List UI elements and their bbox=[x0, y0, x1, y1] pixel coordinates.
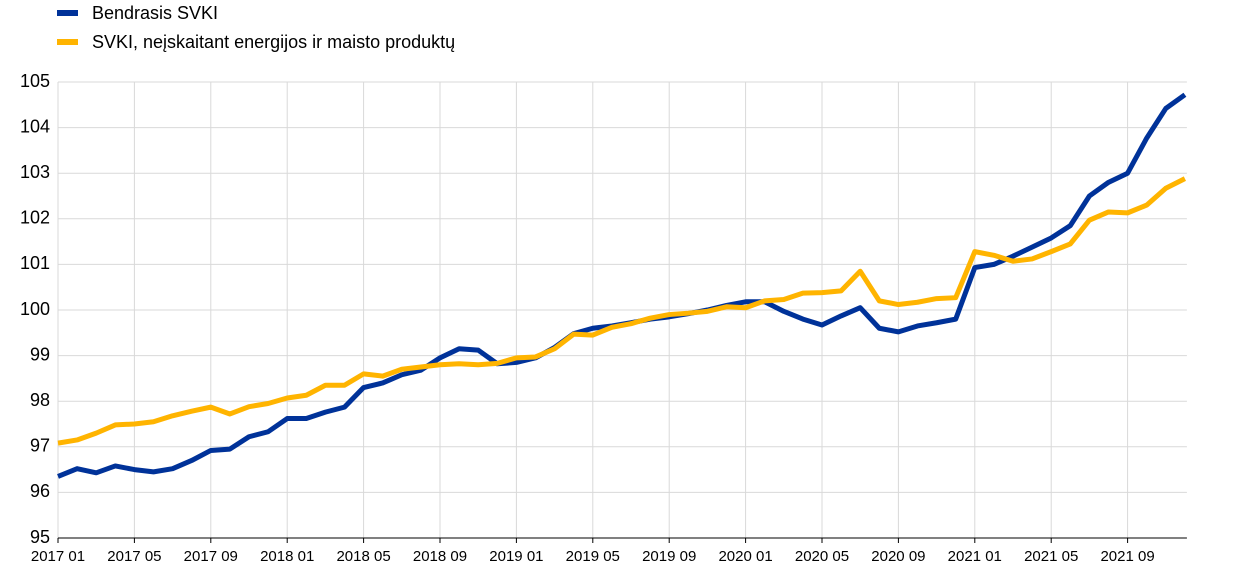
y-tick-label: 103 bbox=[20, 162, 50, 182]
x-tick-label: 2017 01 bbox=[31, 548, 85, 565]
legend-label: Bendrasis SVKI bbox=[92, 3, 218, 23]
y-tick-label: 98 bbox=[30, 390, 50, 410]
x-tick-label: 2021 05 bbox=[1024, 548, 1078, 565]
x-tick-label: 2019 09 bbox=[642, 548, 696, 565]
legend-label: SVKI, neįskaitant energijos ir maisto pr… bbox=[92, 32, 455, 52]
y-tick-label: 105 bbox=[20, 71, 50, 91]
x-tick-label: 2018 09 bbox=[413, 548, 467, 565]
x-tick-label: 2017 09 bbox=[184, 548, 238, 565]
x-tick-label: 2020 01 bbox=[718, 548, 772, 565]
y-tick-label: 95 bbox=[30, 527, 50, 547]
x-tick-label: 2021 09 bbox=[1100, 548, 1154, 565]
y-tick-label: 96 bbox=[30, 481, 50, 501]
y-tick-label: 102 bbox=[20, 208, 50, 228]
y-tick-label: 101 bbox=[20, 253, 50, 273]
y-tick-label: 99 bbox=[30, 344, 50, 364]
x-tick-label: 2019 05 bbox=[566, 548, 620, 565]
x-tick-label: 2020 05 bbox=[795, 548, 849, 565]
series-line bbox=[57, 176, 1187, 446]
x-tick-label: 2020 09 bbox=[871, 548, 925, 565]
x-tick-label: 2021 01 bbox=[948, 548, 1002, 565]
x-tick-label: 2019 01 bbox=[489, 548, 543, 565]
series-line bbox=[57, 92, 1187, 479]
y-tick-label: 100 bbox=[20, 299, 50, 319]
x-tick-label: 2017 05 bbox=[107, 548, 161, 565]
y-tick-label: 104 bbox=[20, 116, 50, 136]
x-tick-label: 2018 01 bbox=[260, 548, 314, 565]
y-tick-label: 97 bbox=[30, 436, 50, 456]
x-tick-label: 2018 05 bbox=[336, 548, 390, 565]
